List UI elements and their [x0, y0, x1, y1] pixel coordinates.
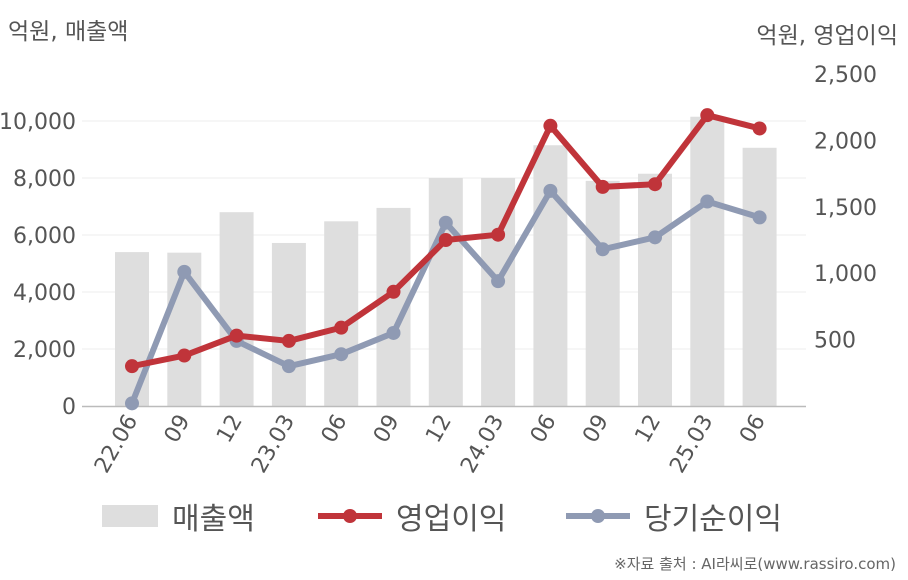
point-net-income — [281, 359, 296, 374]
point-operating-profit — [281, 333, 296, 348]
bar-sales — [115, 252, 149, 406]
x-tick-label: 06 — [526, 411, 562, 448]
x-tick-label: 12 — [421, 411, 457, 448]
x-tick-label: 24.03 — [456, 410, 509, 477]
legend-label-net-income: 당기순이익 — [644, 502, 782, 537]
x-tick-label: 09 — [160, 411, 196, 448]
right-tick-label: 2,000 — [814, 129, 877, 154]
right-tick-label: 1,500 — [814, 196, 877, 221]
point-net-income — [125, 396, 139, 411]
left-tick-label: 10,000 — [0, 110, 76, 135]
point-net-income — [334, 347, 349, 362]
left-tick-label: 2,000 — [13, 338, 76, 363]
bar-sales — [690, 116, 725, 406]
legend-item-operating-profit: 영업이익 — [318, 494, 506, 538]
bar-sales — [585, 180, 620, 406]
point-operating-profit — [386, 284, 401, 299]
left-tick-label: 0 — [62, 395, 76, 420]
point-net-income — [177, 264, 192, 279]
point-operating-profit — [752, 121, 767, 136]
legend-swatch-gray-line — [566, 509, 630, 523]
x-tick-label: 09 — [578, 411, 614, 448]
point-net-income — [648, 230, 662, 245]
chart-plot: 0 2,000 4,000 6,000 8,000 10,000 500 1,000 1,500… — [0, 63, 877, 478]
bar-sales — [428, 178, 463, 406]
point-net-income — [700, 194, 715, 209]
point-net-income — [543, 183, 558, 198]
point-net-income — [491, 274, 506, 289]
x-tick-label: 22.06 — [90, 411, 143, 478]
point-operating-profit — [595, 179, 610, 194]
point-net-income — [438, 215, 453, 230]
x-tick-label: 06 — [735, 411, 771, 448]
bar-sales — [638, 173, 672, 406]
bar-sales — [271, 242, 306, 406]
left-tick-label: 6,000 — [13, 224, 76, 249]
left-axis-unit: 억원, 매출액 — [8, 19, 129, 45]
bar-sales — [324, 221, 359, 406]
bar-sales — [742, 147, 777, 407]
x-tick-label: 12 — [212, 411, 248, 448]
right-tick-label: 2,500 — [814, 63, 877, 88]
left-tick-label: 4,000 — [13, 281, 76, 306]
x-tick-label: 25.03 — [665, 411, 718, 478]
point-operating-profit — [543, 118, 558, 133]
point-operating-profit — [491, 227, 506, 242]
legend-swatch-bar — [102, 505, 158, 527]
point-operating-profit — [700, 108, 715, 123]
right-axis-unit: 억원, 영업이익 — [756, 23, 898, 49]
x-tick-label: 23.03 — [247, 411, 300, 478]
x-tick-label: 06 — [317, 411, 353, 448]
legend-item-net-income: 당기순이익 — [566, 494, 782, 538]
legend-label-operating-profit: 영업이익 — [396, 502, 507, 537]
legend-label-sales: 매출액 — [172, 502, 255, 537]
point-operating-profit — [177, 348, 192, 363]
legend-swatch-red-line — [318, 509, 382, 523]
point-net-income — [752, 210, 767, 225]
right-tick-label: 500 — [814, 329, 856, 354]
source-text: ※자료 출처 : AI라씨로(www.rassiro.com) — [614, 555, 896, 573]
x-tick-label: 09 — [369, 411, 405, 448]
point-net-income — [595, 242, 610, 257]
point-operating-profit — [125, 359, 139, 374]
point-operating-profit — [229, 328, 244, 343]
bar-sales — [219, 212, 254, 406]
right-tick-label: 1,000 — [814, 262, 877, 287]
left-tick-label: 8,000 — [13, 167, 76, 192]
x-tick-label: 12 — [631, 411, 667, 448]
point-net-income — [386, 325, 401, 340]
point-operating-profit — [334, 320, 349, 335]
point-operating-profit — [648, 177, 662, 192]
legend-item-sales: 매출액 — [102, 494, 255, 538]
point-operating-profit — [438, 233, 453, 247]
legend: 매출액 영업이익 당기순이익 — [0, 494, 908, 538]
